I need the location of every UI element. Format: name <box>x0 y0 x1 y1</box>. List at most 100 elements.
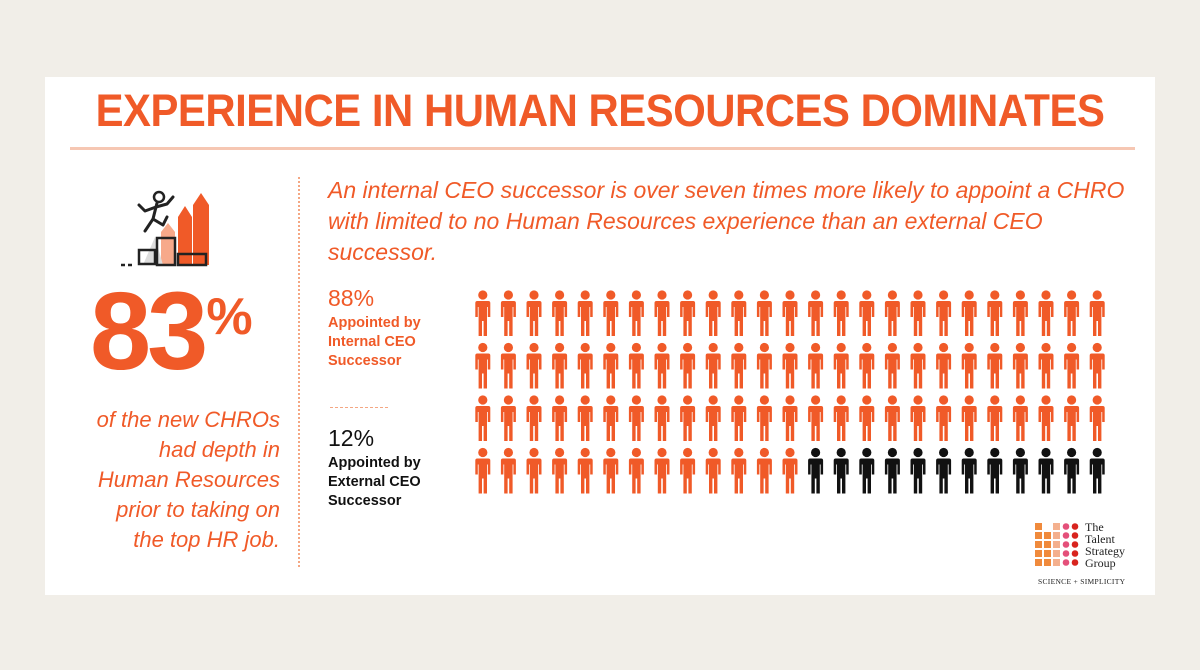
person-icon <box>1089 342 1105 389</box>
label-line: External CEO <box>328 474 421 490</box>
external-stat: 12% Appointed by External CEO Successor <box>328 425 468 511</box>
person-icon <box>680 342 696 389</box>
person-icon <box>961 395 977 441</box>
person-icon <box>756 395 772 441</box>
person-icon <box>552 447 568 494</box>
external-label: Appointed by External CEO Successor <box>328 454 468 511</box>
person-icon <box>680 395 696 441</box>
person-icon <box>884 290 900 336</box>
person-icon <box>936 447 952 494</box>
person-icon <box>1089 447 1105 494</box>
person-icon <box>500 342 516 389</box>
person-icon <box>936 342 952 389</box>
person-icon <box>1038 447 1054 494</box>
person-icon <box>705 290 721 336</box>
person-icon <box>680 447 696 494</box>
label-line: Successor <box>328 353 402 369</box>
person-icon <box>833 447 849 494</box>
person-icon <box>731 342 747 389</box>
person-icon <box>936 395 952 441</box>
vertical-divider <box>298 177 300 567</box>
person-icon <box>475 290 491 336</box>
person-icon <box>910 447 926 494</box>
person-icon <box>782 342 798 389</box>
page-title: EXPERIENCE IN HUMAN RESOURCES DOMINATES <box>95 85 1105 136</box>
person-icon <box>1064 342 1080 389</box>
caption-line: prior to taking on <box>116 497 280 522</box>
person-icon <box>603 342 619 389</box>
person-icon <box>705 447 721 494</box>
person-icon <box>808 290 824 336</box>
person-icon <box>526 290 542 336</box>
person-icon <box>756 342 772 389</box>
person-icon <box>475 395 491 441</box>
person-icon <box>654 342 670 389</box>
logo-line: The <box>1085 520 1104 534</box>
person-icon <box>552 395 568 441</box>
stat-separator <box>330 407 388 408</box>
person-icon <box>884 447 900 494</box>
person-icon <box>552 342 568 389</box>
person-icon <box>910 395 926 441</box>
person-icon <box>526 395 542 441</box>
big-stat-number: 83 <box>90 270 208 393</box>
infographic-card: EXPERIENCE IN HUMAN RESOURCES DOMINATES … <box>45 77 1155 595</box>
person-icon <box>1089 290 1105 336</box>
person-icon <box>961 290 977 336</box>
person-icon <box>1038 342 1054 389</box>
person-icon <box>1064 290 1080 336</box>
internal-label: Appointed by Internal CEO Successor <box>328 314 468 371</box>
person-icon <box>603 447 619 494</box>
logo-wordmark: The Talent Strategy Group <box>1085 521 1125 569</box>
person-icon <box>731 290 747 336</box>
logo-line: Group <box>1085 556 1116 570</box>
big-stat: 83% <box>90 277 285 387</box>
person-icon <box>654 290 670 336</box>
person-icon <box>552 290 568 336</box>
logo-tagline: SCIENCE + SIMPLICITY <box>1038 577 1126 586</box>
label-line: Successor <box>328 493 402 509</box>
person-icon <box>782 395 798 441</box>
label-line: Appointed by <box>328 455 421 471</box>
person-icon <box>475 447 491 494</box>
person-icon <box>782 447 798 494</box>
person-icon <box>808 395 824 441</box>
person-icon <box>961 342 977 389</box>
people-pictogram <box>475 290 1105 494</box>
person-icon <box>577 342 593 389</box>
person-icon <box>859 447 875 494</box>
person-icon <box>603 290 619 336</box>
person-icon <box>577 290 593 336</box>
title-underline <box>70 147 1135 150</box>
person-icon <box>500 395 516 441</box>
person-icon <box>859 395 875 441</box>
person-icon <box>756 447 772 494</box>
person-icon <box>628 342 644 389</box>
person-icon <box>577 447 593 494</box>
person-icon <box>833 290 849 336</box>
person-icon <box>1012 342 1028 389</box>
person-icon <box>884 395 900 441</box>
person-icon <box>808 447 824 494</box>
person-icon <box>475 342 491 389</box>
company-logo: The Talent Strategy Group SCIENCE + SIMP… <box>1035 521 1155 595</box>
person-icon <box>1064 447 1080 494</box>
person-icon <box>987 290 1003 336</box>
person-icon <box>628 290 644 336</box>
person-icon <box>731 395 747 441</box>
person-icon <box>577 395 593 441</box>
person-icon <box>705 395 721 441</box>
external-percent: 12% <box>328 425 375 451</box>
person-icon <box>731 447 747 494</box>
internal-stat: 88% Appointed by Internal CEO Successor <box>328 285 468 371</box>
person-icon <box>680 290 696 336</box>
person-icon <box>603 395 619 441</box>
person-icon <box>961 447 977 494</box>
person-icon <box>833 342 849 389</box>
person-icon <box>808 342 824 389</box>
person-icon <box>833 395 849 441</box>
person-icon <box>782 290 798 336</box>
person-icon <box>859 342 875 389</box>
logo-line: Talent <box>1085 532 1115 546</box>
person-icon <box>526 342 542 389</box>
